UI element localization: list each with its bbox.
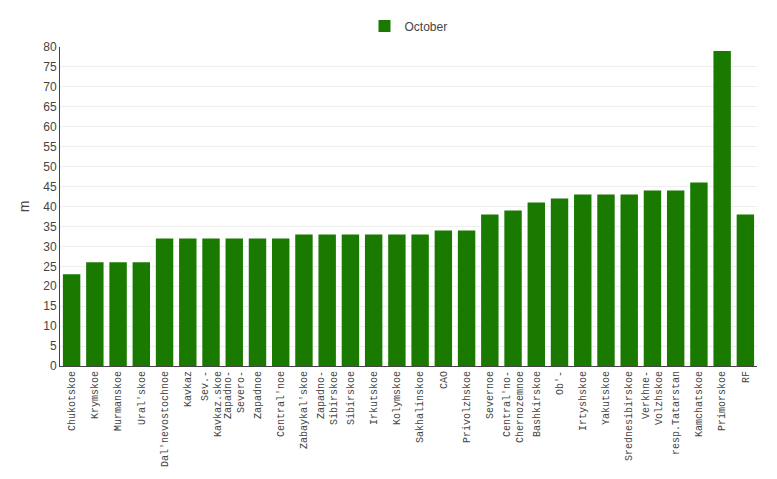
svg-text:30: 30 [43,240,57,254]
svg-text:0: 0 [50,359,57,373]
svg-text:Central'no-Chernozemnoe: Central'no-Chernozemnoe [502,371,526,443]
svg-text:75: 75 [43,60,57,74]
svg-text:Yakutskoe: Yakutskoe [601,371,612,425]
svg-text:RF: RF [741,371,752,383]
svg-text:Bashkirskoe: Bashkirskoe [532,371,543,437]
svg-text:Chukotskoe: Chukotskoe [67,371,78,431]
svg-text:5: 5 [50,339,57,353]
svg-text:60: 60 [43,120,57,134]
svg-text:Irtyshskoe: Irtyshskoe [578,371,589,431]
svg-text:Kamchatskoe: Kamchatskoe [694,371,705,437]
svg-text:Ural'skoe: Ural'skoe [137,371,148,425]
svg-text:Zapadno-Severo-: Zapadno-Severo- [223,371,247,419]
svg-text:70: 70 [43,80,57,94]
svg-text:Ob'-: Ob'- [555,371,566,395]
svg-text:October: October [405,20,448,34]
svg-text:Sev.-Kavkaz.skoe: Sev.-Kavkaz.skoe [200,371,224,437]
svg-text:Dal'nevostochnoe: Dal'nevostochnoe [160,371,171,467]
svg-text:Sakhalinskoe: Sakhalinskoe [415,371,426,443]
svg-text:CAO: CAO [439,371,450,389]
svg-text:55: 55 [43,140,57,154]
svg-text:Sibirskoe: Sibirskoe [346,371,357,425]
svg-text:80: 80 [43,40,57,54]
svg-text:Severnoe: Severnoe [485,371,496,419]
svg-text:Srednesibirskoe: Srednesibirskoe [624,371,635,461]
svg-text:Zabaykal'skoe: Zabaykal'skoe [299,371,310,449]
svg-text:35: 35 [43,220,57,234]
svg-text:Kavkaz: Kavkaz [183,371,194,407]
svg-text:Kolymskoe: Kolymskoe [392,371,403,425]
svg-text:Zapadnoe: Zapadnoe [253,371,264,419]
svg-text:Primorskoe: Primorskoe [717,371,728,431]
svg-text:Irkutskoe: Irkutskoe [369,371,380,425]
svg-text:Central'noe: Central'noe [276,371,287,437]
svg-text:15: 15 [43,299,57,313]
svg-text:m: m [16,201,32,213]
svg-text:45: 45 [43,180,57,194]
svg-text:65: 65 [43,100,57,114]
svg-text:resp.Tatarstan: resp.Tatarstan [671,371,682,455]
svg-text:Zapadno-Sibirskoe: Zapadno-Sibirskoe [316,371,340,425]
svg-text:40: 40 [43,200,57,214]
svg-text:20: 20 [43,279,57,293]
svg-text:Verkhne-Volzhskoe: Verkhne-Volzhskoe [641,371,665,425]
svg-text:Krymskoe: Krymskoe [90,371,101,419]
svg-text:Murmanskoe: Murmanskoe [113,371,124,431]
svg-text:50: 50 [43,160,57,174]
svg-text:25: 25 [43,260,57,274]
svg-text:Privolzhskoe: Privolzhskoe [462,371,473,443]
svg-text:10: 10 [43,319,57,333]
